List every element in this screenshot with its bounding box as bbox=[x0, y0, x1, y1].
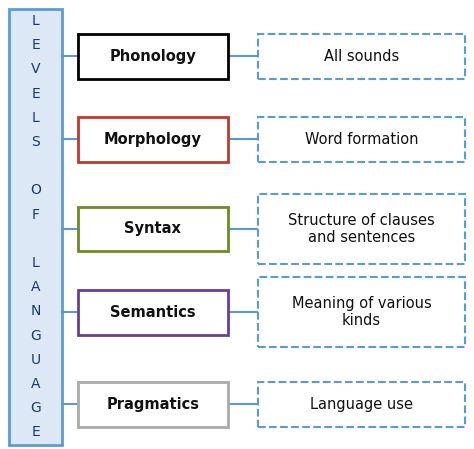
Text: S: S bbox=[31, 135, 40, 149]
FancyBboxPatch shape bbox=[258, 382, 465, 427]
Text: All sounds: All sounds bbox=[324, 48, 399, 64]
FancyBboxPatch shape bbox=[258, 194, 465, 264]
Text: E: E bbox=[31, 425, 40, 440]
Text: Language use: Language use bbox=[310, 396, 413, 412]
Text: Phonology: Phonology bbox=[109, 48, 196, 64]
Text: U: U bbox=[30, 353, 41, 367]
FancyBboxPatch shape bbox=[78, 117, 228, 162]
FancyBboxPatch shape bbox=[78, 34, 228, 79]
Text: Syntax: Syntax bbox=[125, 221, 181, 237]
Text: N: N bbox=[30, 304, 41, 318]
Text: G: G bbox=[30, 401, 41, 415]
Text: O: O bbox=[30, 184, 41, 198]
Text: E: E bbox=[31, 38, 40, 52]
Text: Semantics: Semantics bbox=[110, 304, 196, 320]
Text: L: L bbox=[32, 14, 39, 28]
Text: Morphology: Morphology bbox=[104, 132, 202, 147]
FancyBboxPatch shape bbox=[78, 290, 228, 335]
Text: A: A bbox=[31, 377, 40, 391]
Text: F: F bbox=[32, 207, 39, 222]
Text: A: A bbox=[31, 280, 40, 294]
FancyBboxPatch shape bbox=[78, 207, 228, 251]
FancyBboxPatch shape bbox=[258, 34, 465, 79]
FancyBboxPatch shape bbox=[258, 277, 465, 347]
FancyBboxPatch shape bbox=[258, 117, 465, 162]
Text: V: V bbox=[31, 62, 40, 76]
FancyBboxPatch shape bbox=[9, 9, 62, 445]
Text: L: L bbox=[32, 256, 39, 270]
FancyBboxPatch shape bbox=[78, 382, 228, 427]
Text: Meaning of various
kinds: Meaning of various kinds bbox=[292, 296, 431, 328]
Text: E: E bbox=[31, 87, 40, 101]
Text: Structure of clauses
and sentences: Structure of clauses and sentences bbox=[288, 213, 435, 245]
Text: Word formation: Word formation bbox=[305, 132, 418, 147]
Text: L: L bbox=[32, 111, 39, 125]
Text: Pragmatics: Pragmatics bbox=[106, 396, 200, 412]
Text: G: G bbox=[30, 329, 41, 343]
